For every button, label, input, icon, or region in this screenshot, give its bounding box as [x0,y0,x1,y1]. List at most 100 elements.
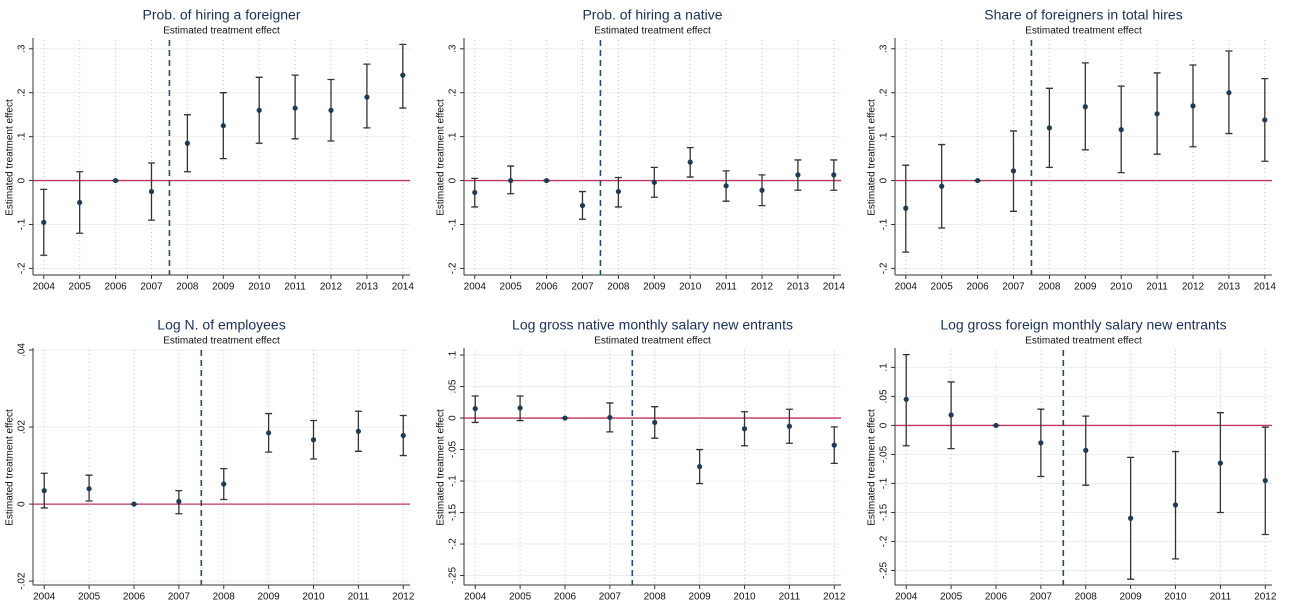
y-tick-label: -.02 [17,572,28,590]
y-tick-label: .1 [879,363,890,372]
point [974,177,981,184]
x-tick-label: 2009 [643,282,666,293]
x-tick-label: 2006 [966,282,989,293]
y-tick-label: .3 [448,44,459,53]
y-tick-label: -.25 [879,561,890,579]
y-tick-label: -.1 [879,218,890,230]
point [579,202,586,209]
y-axis-label: Estimated treatment effect [436,409,447,526]
panel-title: Share of foreigners in total hires [984,7,1182,23]
x-tick-label: 2004 [895,282,918,293]
x-tick-label: 2005 [940,592,963,603]
y-tick-label: 0 [879,177,890,183]
point [472,189,478,196]
x-tick-label: 2007 [168,592,191,603]
x-tick-label: 2012 [392,592,415,603]
y-tick-label: .2 [879,88,890,97]
x-tick-label: 2009 [212,282,235,293]
point [1190,103,1196,109]
point [543,177,550,184]
x-tick-label: 2006 [535,282,558,293]
point [1217,460,1223,466]
x-tick-label: 2012 [751,282,774,293]
point [831,172,837,178]
x-tick-label: 2010 [1110,282,1133,293]
y-tick-label: .02 [17,420,28,434]
point [759,187,765,193]
point [723,183,729,189]
point [221,481,227,487]
point [355,428,361,434]
y-tick-label: -.2 [448,538,459,550]
point [310,437,317,443]
y-axis-label: Estimated treatment effect [5,99,16,216]
point [400,432,406,439]
y-axis-label: Estimated treatment effect [5,409,16,526]
x-tick-label: 2009 [689,592,712,603]
x-tick-label: 2006 [985,592,1008,603]
x-tick-label: 2008 [176,282,199,293]
x-tick-label: 2005 [931,282,954,293]
panel-title: Log N. of employees [157,317,285,333]
panel-title: Prob. of hiring a foreigner [143,7,301,23]
y-tick-label: 0 [448,415,459,421]
point [266,430,272,436]
x-tick-label: 2011 [1210,592,1232,603]
point [615,188,621,195]
point [652,419,658,426]
x-tick-label: 2011 [715,282,737,293]
panel-title: Log gross native monthly salary new entr… [512,317,793,333]
point [651,179,657,185]
x-tick-label: 2014 [823,282,846,293]
point [86,486,92,492]
point [508,177,514,184]
y-tick-label: -.2 [879,535,890,547]
y-tick-label: -.05 [448,440,459,458]
x-tick-label: 2010 [248,282,271,293]
point [400,72,406,78]
point [1046,125,1052,131]
x-tick-label: 2005 [500,282,523,293]
x-tick-label: 2009 [1074,282,1097,293]
x-tick-label: 2012 [1182,282,1205,293]
x-tick-label: 2011 [1146,282,1168,293]
x-tick-label: 2014 [392,282,415,293]
x-tick-label: 2011 [284,282,306,293]
y-tick-label: 0 [879,422,890,428]
point [256,107,262,113]
panel-subtitle: Estimated treatment effect [163,336,280,347]
y-tick-label: -.2 [448,262,459,274]
x-tick-label: 2004 [464,592,487,603]
point [687,159,693,165]
x-tick-label: 2010 [679,282,702,293]
panel: Prob. of hiring a native Estimated treatm… [436,7,846,293]
point [184,140,190,146]
point [41,488,47,494]
x-tick-label: 2013 [787,282,810,293]
point [1226,90,1232,96]
point [948,412,954,418]
y-tick-label: .1 [879,132,890,141]
y-tick-label: 0 [17,177,28,183]
y-tick-label: -.1 [448,475,459,487]
y-tick-label: .2 [17,88,28,97]
x-tick-label: 2012 [823,592,846,603]
panel: Prob. of hiring a foreigner Estimated tre… [5,7,415,293]
y-tick-label: -.2 [879,262,890,274]
x-tick-label: 2006 [554,592,577,603]
panel-subtitle: Estimated treatment effect [163,26,280,37]
y-axis-label: Estimated treatment effect [867,99,878,216]
panel: Share of foreigners in total hires Estima… [867,7,1277,293]
x-tick-label: 2005 [509,592,532,603]
point [1128,515,1134,521]
point [328,107,334,113]
x-tick-label: 2007 [1030,592,1053,603]
point [903,396,909,402]
point [795,172,801,178]
x-tick-label: 2007 [140,282,163,293]
y-tick-label: -.1 [17,218,28,230]
point [517,405,523,411]
point [1038,440,1044,446]
panel-subtitle: Estimated treatment effect [594,336,711,347]
x-tick-label: 2011 [348,592,370,603]
